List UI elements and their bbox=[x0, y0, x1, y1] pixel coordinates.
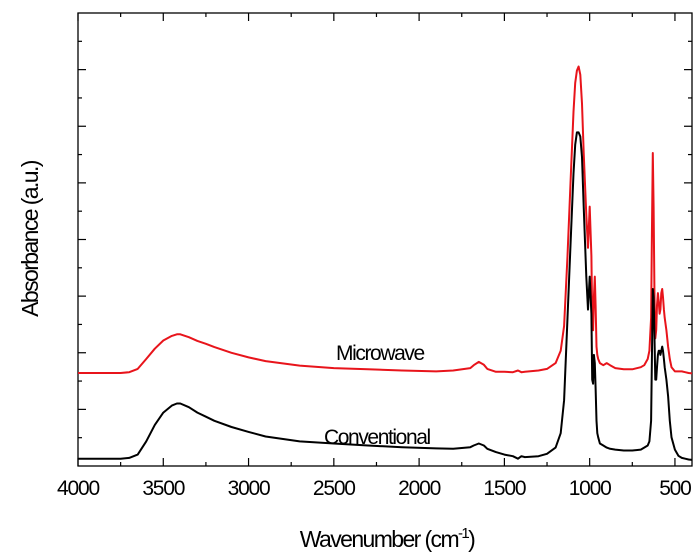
x-axis-title: Wavenumber (cm-1) bbox=[300, 525, 475, 552]
x-axis-title-close: ) bbox=[468, 526, 475, 552]
x-axis-title-main: Wavenumber (cm bbox=[300, 526, 459, 552]
x-tick-label: 2000 bbox=[398, 477, 440, 500]
series-line-conventional bbox=[78, 131, 693, 461]
y-axis-title: Absorbance (a.u.) bbox=[17, 160, 43, 317]
x-tick-label: 1500 bbox=[483, 477, 525, 500]
x-tick-label: 4000 bbox=[57, 477, 99, 500]
series-lines bbox=[78, 65, 693, 461]
x-axis-tick-labels: 4000 3500 3000 2500 2000 1500 1000 500 bbox=[57, 477, 692, 500]
x-tick-label: 1000 bbox=[569, 477, 611, 500]
x-axis-title-superscript: -1 bbox=[458, 525, 469, 542]
series-line-microwave bbox=[78, 65, 693, 375]
y-axis-ticks bbox=[78, 40, 692, 439]
series-label-microwave: Microwave bbox=[336, 342, 424, 365]
x-axis-ticks bbox=[77, 13, 676, 466]
x-tick-label: 500 bbox=[659, 477, 691, 500]
plot-frame bbox=[77, 12, 693, 467]
x-tick-label: 2500 bbox=[313, 477, 355, 500]
x-tick-label: 3500 bbox=[142, 477, 184, 500]
x-tick-label: 3000 bbox=[228, 477, 270, 500]
series-label-conventional: Conventional bbox=[324, 426, 431, 449]
